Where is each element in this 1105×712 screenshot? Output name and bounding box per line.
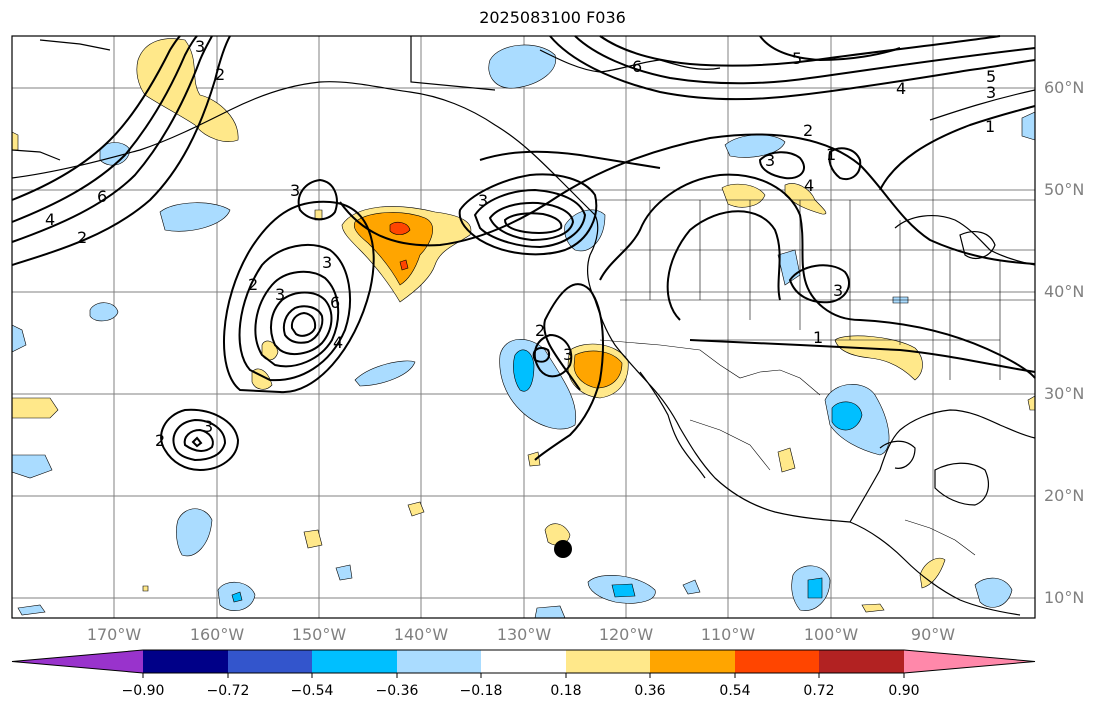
yellow-patch <box>721 183 766 208</box>
lat-label-40n: 40°N <box>1044 282 1085 301</box>
contour-lines <box>11 35 1036 472</box>
colorbar-tick-label: 0.18 <box>550 683 582 699</box>
contour-label: 4 <box>333 333 343 352</box>
yellow-patch <box>11 397 59 419</box>
blue-patch <box>488 44 557 89</box>
contour-label: 2 <box>248 275 258 294</box>
contour-label: 5 <box>792 49 802 68</box>
contour-label: 1 <box>985 117 995 136</box>
contour-label-group: 3 2 6 4 2 3 3 2 3 4 6 3 5 6 4 5 3 2 3 1 … <box>45 37 996 450</box>
cyan-patch <box>611 583 636 598</box>
contour-label: 2 <box>215 65 225 84</box>
cyan-patch <box>831 401 863 431</box>
blue-patch <box>534 605 566 619</box>
red-patch <box>399 259 409 271</box>
blue-patch <box>354 360 416 387</box>
storm-marker <box>554 540 572 558</box>
lat-label-20n: 20°N <box>1044 486 1085 505</box>
yellow-patch <box>784 183 827 215</box>
colorbar-tick-label: −0.18 <box>459 683 503 699</box>
contour-label: 1 <box>826 145 836 164</box>
contour-label: 1 <box>813 328 823 347</box>
contour-label: 6 <box>97 187 107 206</box>
contour-label: 5 <box>986 67 996 86</box>
lon-label-110w: 110°W <box>700 625 756 644</box>
colorbar-tick-label: 0.90 <box>888 683 920 699</box>
blue-patch <box>17 604 46 616</box>
yellow-patch <box>303 529 323 549</box>
lon-label-160w: 160°W <box>189 625 245 644</box>
yellow-patch <box>142 585 149 592</box>
blue-patch <box>682 579 701 595</box>
yellow-patch <box>919 557 946 589</box>
contour-label: 2 <box>535 321 545 340</box>
contour-label: 3 <box>290 181 300 200</box>
contour-label: 4 <box>804 176 814 195</box>
contour-label: 2 <box>803 121 813 140</box>
colorbar-tick-label: 0.72 <box>803 683 835 699</box>
lon-label-130w: 130°W <box>496 625 552 644</box>
lat-label-50n: 50°N <box>1044 180 1085 199</box>
lat-label-60n: 60°N <box>1044 78 1085 97</box>
blue-patch <box>159 202 231 232</box>
cyan-patch <box>231 591 243 603</box>
yellow-patch <box>544 523 571 546</box>
red-patch <box>389 221 411 235</box>
borders <box>595 199 1035 556</box>
blue-patch <box>974 577 1013 608</box>
contour-label: 4 <box>896 79 906 98</box>
contour-label: 2 <box>155 431 165 450</box>
lon-label-120w: 120°W <box>598 625 654 644</box>
contour-label: 3 <box>275 285 285 304</box>
contour-label: 3 <box>322 253 332 272</box>
contour-label: 3 <box>195 37 205 56</box>
contour-label: 3 <box>833 281 843 300</box>
lat-label-10n: 10°N <box>1044 588 1085 607</box>
contour-label: 3 <box>203 417 213 436</box>
contour-label: 4 <box>45 210 55 229</box>
contour-label: 6 <box>632 57 642 76</box>
lon-label-90w: 90°W <box>910 625 956 644</box>
contour-label: 3 <box>478 191 488 210</box>
lat-label-30n: 30°N <box>1044 384 1085 403</box>
yellow-patch <box>527 451 541 467</box>
lon-label-100w: 100°W <box>803 625 859 644</box>
orange-patch <box>573 350 623 389</box>
blue-patch <box>724 134 786 158</box>
cyan-patch <box>807 577 823 599</box>
yellow-patch <box>777 447 796 473</box>
yellow-patch <box>407 501 425 517</box>
yellow-patch <box>11 131 19 151</box>
blue-patch <box>176 508 213 557</box>
cyan-patch <box>513 349 535 392</box>
contour-label: 6 <box>330 293 340 312</box>
map-border <box>11 35 1036 619</box>
lon-label-150w: 150°W <box>291 625 347 644</box>
colorbar-tick-label: −0.72 <box>206 683 250 699</box>
contour-label: 3 <box>765 151 775 170</box>
colorbar-tick-label: 0.54 <box>719 683 751 699</box>
blue-patch <box>89 302 119 322</box>
grid-lines <box>12 36 1035 618</box>
contour-label: 3 <box>986 83 996 102</box>
colorbar-tick-label: −0.36 <box>375 683 419 699</box>
orange-patch <box>353 212 433 286</box>
lon-label-170w: 170°W <box>86 625 142 644</box>
contour-label: 3 <box>563 345 573 364</box>
blue-patch <box>335 564 353 581</box>
shaded-anomalies <box>11 38 1036 619</box>
colorbar-tick-label: −0.90 <box>121 683 165 699</box>
yellow-patch <box>861 603 885 613</box>
lon-label-140w: 140°W <box>393 625 449 644</box>
map-title: 2025083100 F036 <box>479 8 626 27</box>
contour-label: 2 <box>77 228 87 247</box>
colorbar-tick-label: 0.36 <box>634 683 666 699</box>
colorbar-tick-label: −0.54 <box>290 683 334 699</box>
